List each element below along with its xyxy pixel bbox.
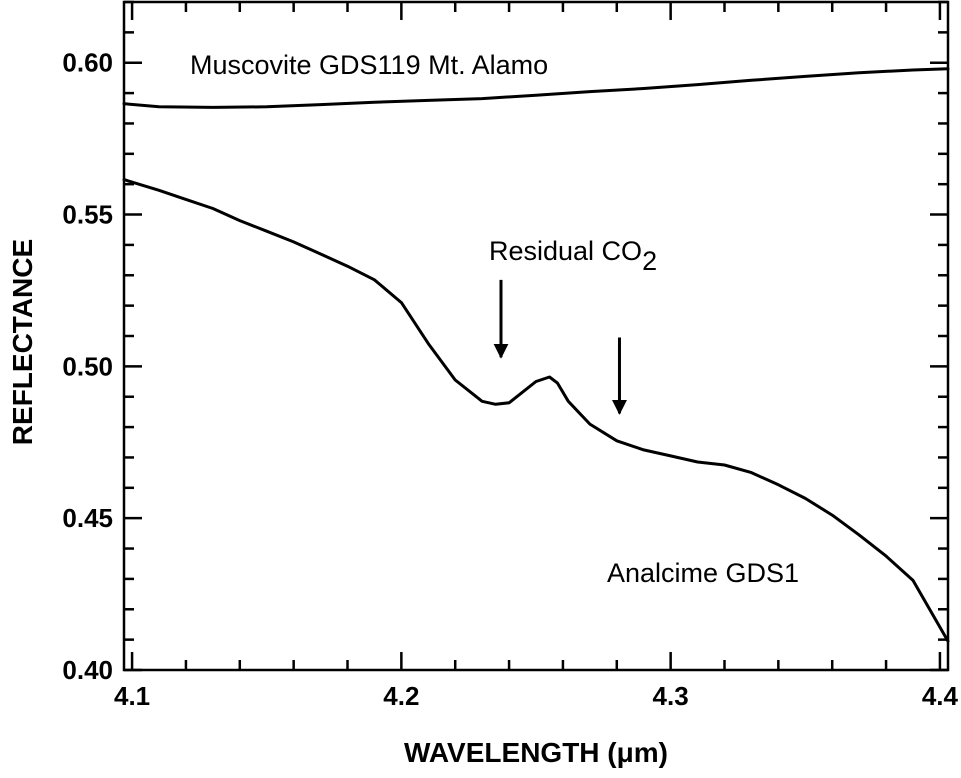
y-tick-label: 0.55 <box>62 200 113 230</box>
y-tick-label: 0.60 <box>62 48 113 78</box>
x-axis-title: WAVELENGTH (μm) <box>404 737 668 768</box>
co2-label-main: Residual CO <box>489 236 642 266</box>
y-tick-label: 0.50 <box>62 351 113 381</box>
y-axis-title: REFLECTANCE <box>7 239 38 445</box>
y-tick-label: 0.40 <box>62 655 113 685</box>
analcime-label: Analcime GDS1 <box>607 558 799 588</box>
co2-arrows <box>493 279 627 415</box>
y-tick-label: 0.45 <box>62 503 113 533</box>
co2-label: Residual CO2 <box>489 236 657 276</box>
co2-label-subscript: 2 <box>642 246 657 276</box>
analcime-spectrum-line <box>122 178 950 643</box>
muscovite-spectrum-line <box>122 67 950 109</box>
plot-frame <box>122 0 950 672</box>
axis-ticks <box>124 0 948 672</box>
muscovite-label: Muscovite GDS119 Mt. Alamo <box>190 50 548 80</box>
tick-labels: 4.1 4.2 4.3 4.4 0.40 0.45 0.50 0.55 0.60 <box>62 48 958 711</box>
x-tick-label: 4.4 <box>922 681 959 711</box>
series-lines <box>122 67 950 643</box>
x-tick-label: 4.1 <box>114 681 150 711</box>
x-tick-label: 4.3 <box>653 681 689 711</box>
x-tick-label: 4.2 <box>383 681 419 711</box>
